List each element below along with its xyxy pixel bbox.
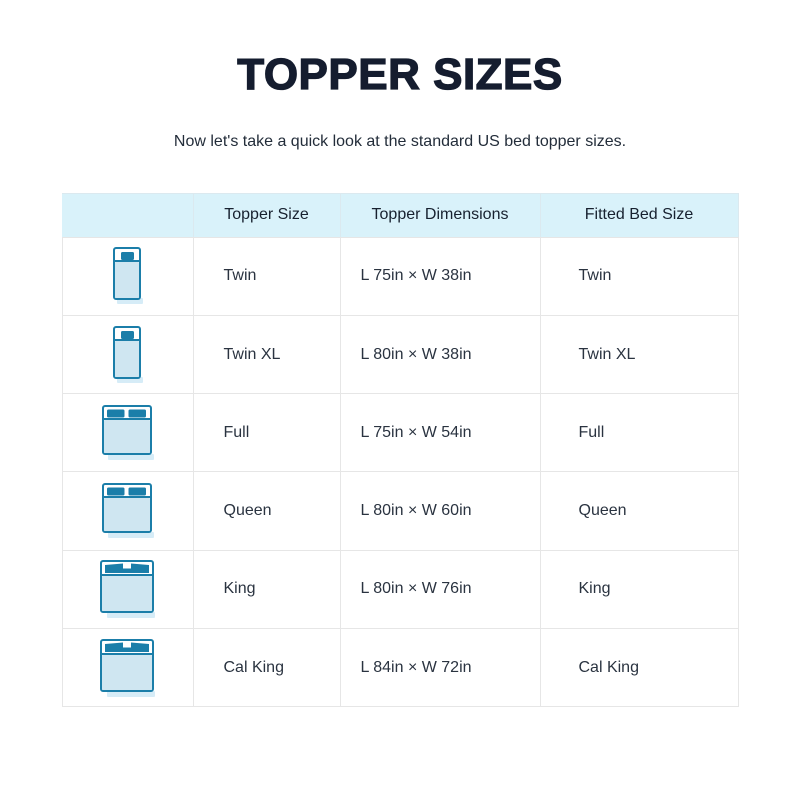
- fitted-bed-size-cell: Queen: [539, 471, 739, 551]
- topper-size-cell: Full: [192, 393, 341, 473]
- table-row-twin-xl: Twin XL L 80in × W 38in Twin XL: [61, 314, 739, 395]
- single-bed-icon: [64, 246, 192, 306]
- fitted-bed-size-cell: Twin XL: [539, 314, 739, 395]
- fitted-bed-size-cell: Twin: [539, 236, 739, 316]
- king-bed-icon: [64, 638, 192, 698]
- topper-dimensions-cell: L 75in × W 54in: [339, 393, 541, 473]
- topper-size-cell: King: [192, 549, 341, 630]
- fitted-bed-size-cell: King: [539, 549, 739, 630]
- double-bed-icon: [64, 482, 192, 540]
- topper-size-cell: Queen: [192, 471, 341, 551]
- single-bed-icon: [64, 325, 192, 385]
- table-row-twin: Twin L 75in × W 38in Twin: [61, 236, 739, 316]
- header-fitted-bed-size: Fitted Bed Size: [539, 192, 739, 238]
- topper-dimensions-cell: L 75in × W 38in: [339, 236, 541, 316]
- topper-sizes-table: Topper Size Topper Dimensions Fitted Bed…: [61, 192, 739, 708]
- header-icon-column: [61, 192, 194, 238]
- topper-dimensions-cell: L 84in × W 72in: [339, 628, 541, 708]
- table-row-full: Full L 75in × W 54in Full: [61, 393, 739, 473]
- page-title: TOPPER SIZES: [237, 49, 563, 99]
- table-row-king: King L 80in × W 76in King: [61, 549, 739, 630]
- page-subtitle: Now let's take a quick look at the stand…: [173, 132, 627, 150]
- topper-size-cell: Twin: [192, 236, 341, 316]
- table-header-row: Topper Size Topper Dimensions Fitted Bed…: [61, 192, 739, 238]
- topper-dimensions-cell: L 80in × W 38in: [339, 314, 541, 395]
- fitted-bed-size-cell: Full: [539, 393, 739, 473]
- topper-dimensions-cell: L 80in × W 60in: [339, 471, 541, 551]
- table-row-cal-king: Cal King L 84in × W 72in Cal King: [61, 628, 739, 708]
- double-bed-icon: [64, 404, 192, 462]
- fitted-bed-size-cell: Cal King: [539, 628, 739, 708]
- header-topper-size: Topper Size: [192, 192, 341, 238]
- topper-size-cell: Twin XL: [192, 314, 341, 395]
- table-row-queen: Queen L 80in × W 60in Queen: [61, 471, 739, 551]
- king-bed-icon: [64, 559, 192, 619]
- topper-size-cell: Cal King: [192, 628, 341, 708]
- topper-dimensions-cell: L 80in × W 76in: [339, 549, 541, 630]
- header-topper-dimensions: Topper Dimensions: [339, 192, 541, 238]
